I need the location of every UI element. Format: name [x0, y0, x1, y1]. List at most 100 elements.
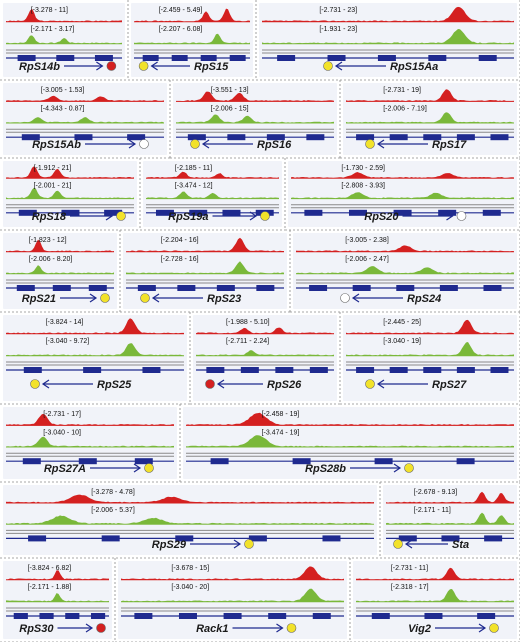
arrow-head-left-icon	[201, 139, 210, 149]
gene-model-exon	[456, 367, 475, 373]
gene-model-exon	[374, 458, 393, 465]
signal-track-red	[176, 91, 334, 102]
signal-track-green	[262, 29, 514, 44]
arrow-head-right-icon	[85, 623, 94, 633]
red-track-range: [-3.551 - 13]	[211, 87, 249, 94]
gene-model-exon	[266, 134, 285, 141]
gene-model-exon	[428, 55, 447, 61]
signal-track-red	[134, 8, 250, 22]
status-circle-yellow	[138, 61, 149, 71]
gene-model-exon	[312, 613, 331, 619]
gene-model-exon	[306, 134, 325, 141]
gene-panel-rps15: [-2.459 - 5.49] [-2.207 - 6.08] RpS15	[128, 0, 257, 81]
gene-name-label: RpS30	[19, 623, 54, 635]
status-circle-yellow	[393, 539, 403, 549]
gene-panel-sta: [-2.678 - 9.13] [-2.171 - 11] Sta	[380, 482, 520, 559]
gene-model-exon	[23, 367, 42, 373]
arrow-head-left-icon	[150, 61, 158, 71]
signal-track-green	[196, 350, 334, 356]
red-track-range: [-2.731 - 23]	[319, 7, 357, 14]
arrow-head-right-icon	[233, 539, 242, 549]
gene-panel-rps29: [-3.278 - 4.78] [-2.006 - 5.37] RpS29	[0, 482, 381, 559]
status-circle-yellow	[190, 139, 200, 149]
gene-name-label: RpS18	[32, 211, 67, 223]
red-track-range: [-3.824 - 6.82]	[28, 565, 72, 572]
gene-name-label: RpS20	[364, 211, 399, 223]
gene-model-exon	[396, 285, 415, 291]
arrow-head-left-icon	[404, 539, 413, 549]
green-track-range: [-1.931 - 23]	[319, 26, 357, 33]
gene-model-exon	[352, 285, 371, 291]
red-track-range: [-2.458 - 19]	[262, 411, 300, 418]
gene-panel-vig2: [-2.731 - 11] [-2.318 - 17] Vig2	[350, 558, 520, 642]
gene-model-exon	[206, 367, 225, 373]
gene-name-label: RpS16	[257, 139, 292, 151]
gene-panel-rps19a: [-2.185 - 11] [-3.474 - 12] RpS19a	[140, 158, 286, 231]
red-track-range: [-2.731 - 19]	[383, 87, 421, 94]
gene-model-exon	[137, 285, 156, 291]
signal-track-green	[291, 192, 514, 199]
panel-background	[343, 315, 517, 401]
gene-model-exon	[28, 535, 47, 542]
signal-track-red	[296, 245, 514, 252]
arrow-head-right-icon	[128, 139, 137, 149]
gene-model-exon	[322, 535, 341, 542]
gene-model-exon	[134, 613, 153, 619]
signal-track-red	[262, 6, 514, 23]
gene-panel-rps16: [-3.551 - 13] [-2.006 - 15] RpS16	[170, 80, 341, 159]
gene-name-label: RpS25	[97, 379, 132, 391]
gene-model-exon	[268, 613, 287, 619]
gene-model-exon	[248, 535, 267, 542]
gene-name-label: RpS19a	[168, 211, 208, 223]
status-circle-red	[106, 61, 117, 71]
arrow-head-left-icon	[151, 293, 160, 303]
signal-track-red	[6, 570, 109, 580]
arrow-head-left-icon	[41, 379, 50, 389]
gene-model-exon	[398, 535, 417, 542]
panel-background	[293, 233, 517, 309]
gene-panel-rps25: [-3.824 - 14] [-3.040 - 9.72] RpS25	[0, 312, 191, 405]
signal-track-red	[6, 166, 134, 179]
gene-panel-rps18: [-1.912 - 21] [-2.001 - 21] RpS18	[0, 158, 141, 231]
signal-track-green	[126, 261, 284, 274]
gene-model-exon	[74, 134, 93, 141]
green-track-range: [-2.006 - 15]	[211, 106, 249, 113]
green-track-range: [-2.808 - 3.93]	[341, 182, 385, 189]
panel-background	[259, 3, 517, 77]
green-track-range: [-2.001 - 21]	[34, 182, 72, 189]
arrow-head-left-icon	[376, 139, 385, 149]
gene-model-exon	[490, 134, 509, 141]
gene-name-label: Sta	[452, 539, 469, 551]
gene-model-exon	[134, 458, 153, 465]
green-track-range: [-2.711 - 2.24]	[226, 338, 269, 345]
gene-model-exon	[348, 209, 367, 216]
gene-name-label: RpS26	[267, 379, 302, 391]
gene-name-label: RpS24	[407, 293, 441, 305]
gene-model-exon	[101, 535, 120, 542]
red-track-range: [-2.731 - 11]	[391, 565, 428, 572]
red-track-range: [-1.730 - 2.59]	[341, 165, 385, 172]
signal-track-green	[134, 33, 250, 44]
gene-model-exon	[22, 458, 41, 465]
status-circle-yellow	[365, 379, 375, 389]
gene-panel-rps21: [-1.823 - 12] [-2.006 - 8.20] RpS21	[0, 230, 121, 313]
gene-model-exon	[393, 209, 412, 216]
arrow-head-left-icon	[351, 293, 360, 303]
gene-model-exon	[389, 367, 408, 373]
green-track-range: [-3.474 - 19]	[262, 430, 300, 437]
gene-model-exon	[490, 367, 509, 373]
gene-name-label: RpS14b	[19, 61, 60, 73]
gene-model-exon	[482, 209, 501, 216]
signal-track-red	[346, 319, 514, 334]
signal-track-green	[186, 435, 514, 448]
status-circle-yellow	[365, 139, 375, 149]
gene-model-exon	[171, 55, 188, 61]
arrow-head-right-icon	[96, 61, 104, 71]
signal-track-red	[6, 494, 374, 504]
signal-track-green	[6, 515, 374, 525]
panel-background	[3, 315, 187, 401]
green-track-range: [-3.040 - 20]	[171, 584, 209, 591]
signal-track-green	[346, 342, 514, 356]
arrow-head-left-icon	[334, 61, 343, 71]
gene-model-exon	[327, 55, 346, 61]
